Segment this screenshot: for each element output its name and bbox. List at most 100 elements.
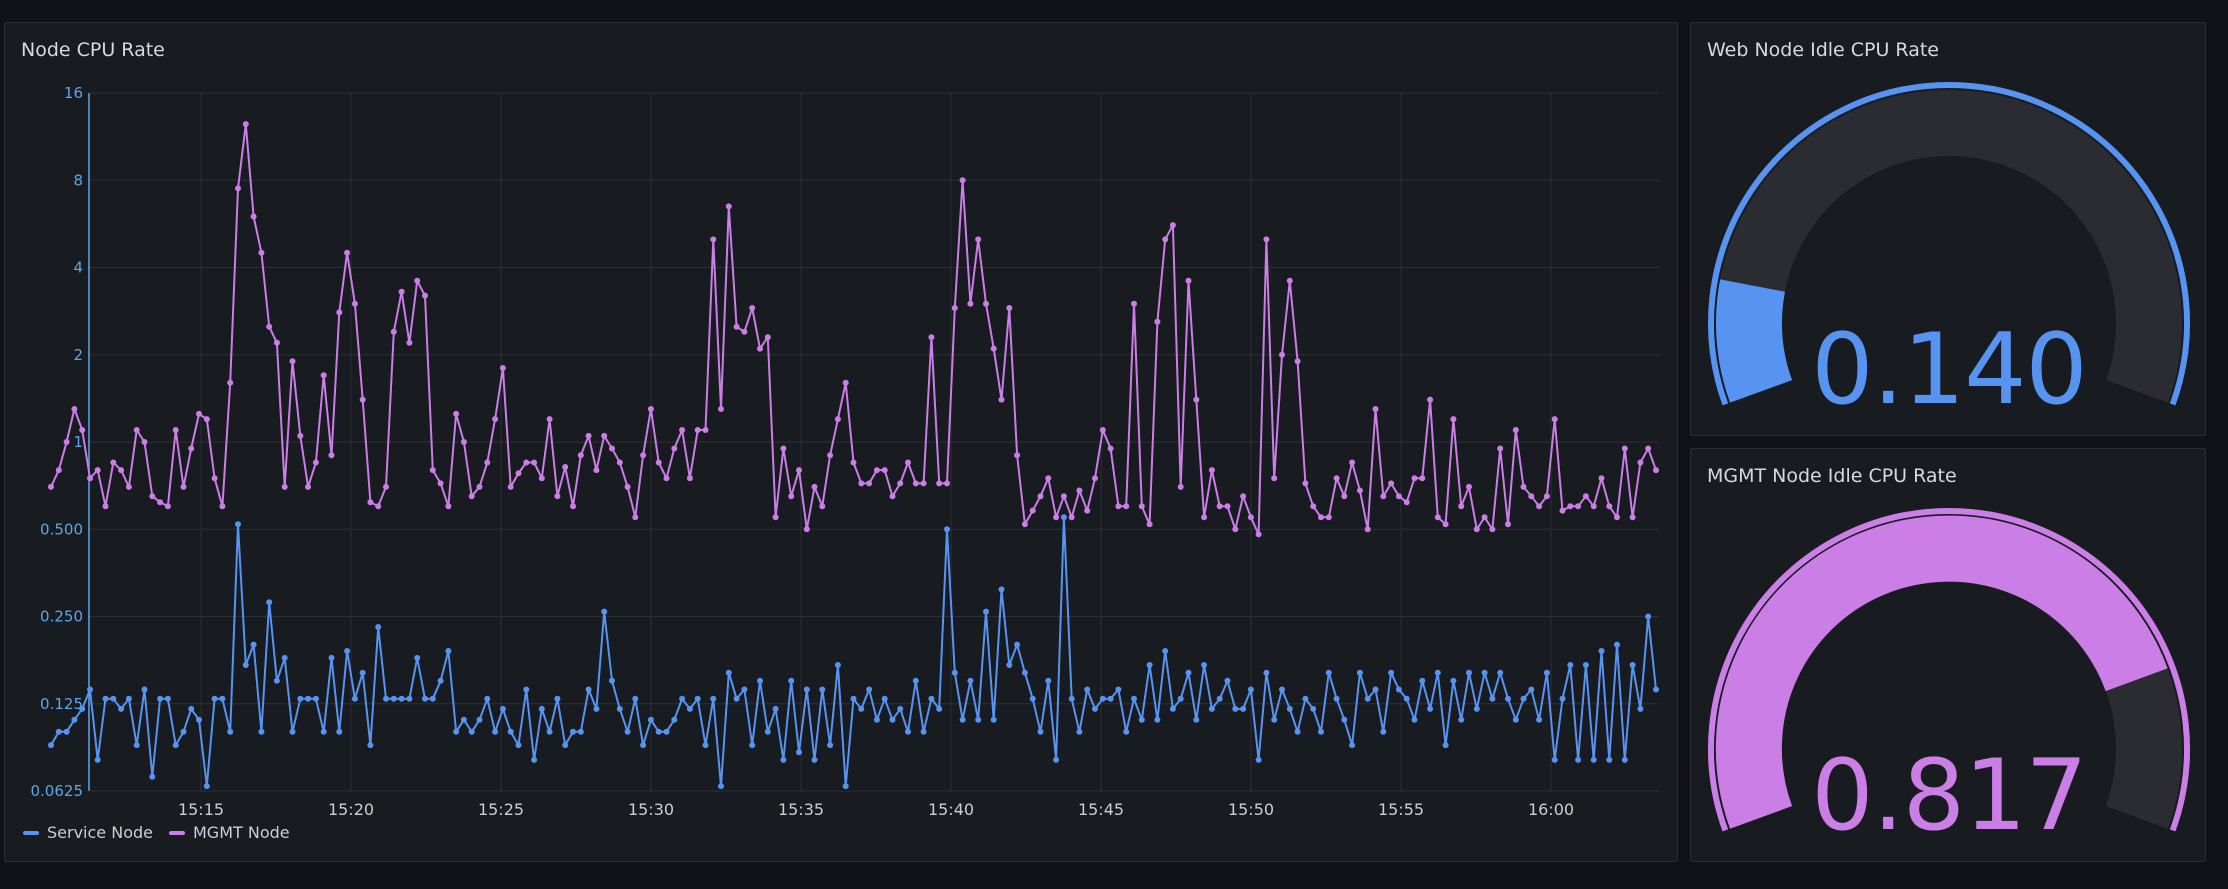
data-point[interactable]	[679, 427, 686, 433]
data-point[interactable]	[390, 328, 397, 335]
data-point[interactable]	[663, 728, 670, 735]
data-point[interactable]	[1520, 483, 1527, 490]
data-point[interactable]	[1575, 503, 1582, 510]
data-point[interactable]	[523, 459, 530, 466]
data-point[interactable]	[1333, 695, 1340, 702]
data-point[interactable]	[1325, 514, 1332, 521]
data-point[interactable]	[1286, 705, 1293, 712]
data-point[interactable]	[562, 464, 569, 470]
data-point[interactable]	[1177, 483, 1184, 490]
data-point[interactable]	[235, 185, 241, 192]
data-point[interactable]	[1582, 493, 1589, 500]
data-point[interactable]	[920, 728, 927, 735]
data-point[interactable]	[320, 728, 327, 735]
data-point[interactable]	[819, 686, 826, 693]
data-point[interactable]	[1489, 695, 1496, 702]
data-point[interactable]	[1076, 728, 1083, 735]
data-point[interactable]	[1497, 669, 1504, 676]
data-point[interactable]	[905, 728, 911, 735]
data-point[interactable]	[476, 483, 483, 490]
data-point[interactable]	[196, 410, 202, 417]
data-point[interactable]	[1302, 480, 1309, 487]
data-point[interactable]	[1053, 756, 1060, 763]
panel-title[interactable]: Node CPU Rate	[21, 39, 165, 61]
data-point[interactable]	[1458, 503, 1465, 510]
data-point[interactable]	[803, 526, 810, 533]
data-point[interactable]	[1512, 427, 1519, 433]
data-point[interactable]	[1084, 686, 1091, 693]
data-point[interactable]	[375, 503, 382, 510]
data-point[interactable]	[1232, 705, 1239, 712]
data-point[interactable]	[1505, 695, 1511, 702]
data-point[interactable]	[1645, 613, 1652, 620]
mgmt-node-idle-cpu-panel[interactable]: MGMT Node Idle CPU Rate 0.817	[1690, 448, 2206, 862]
data-point[interactable]	[959, 177, 966, 184]
panel-title[interactable]: Web Node Idle CPU Rate	[1707, 39, 1939, 61]
data-point[interactable]	[928, 334, 935, 341]
data-point[interactable]	[1177, 695, 1184, 702]
data-point[interactable]	[1185, 669, 1192, 676]
data-point[interactable]	[1442, 742, 1449, 749]
data-point[interactable]	[1341, 716, 1348, 723]
data-point[interactable]	[975, 716, 982, 723]
data-point[interactable]	[593, 467, 600, 474]
data-point[interactable]	[1621, 756, 1628, 763]
data-point[interactable]	[1388, 480, 1395, 487]
data-point[interactable]	[1427, 705, 1434, 712]
data-point[interactable]	[273, 339, 280, 346]
data-point[interactable]	[375, 624, 382, 630]
data-point[interactable]	[741, 686, 748, 693]
data-point[interactable]	[422, 292, 428, 299]
data-point[interactable]	[632, 514, 639, 521]
data-point[interactable]	[172, 427, 179, 433]
data-point[interactable]	[1076, 487, 1083, 494]
data-point[interactable]	[1559, 695, 1566, 702]
data-point[interactable]	[1567, 503, 1574, 510]
data-point[interactable]	[1637, 705, 1644, 712]
data-point[interactable]	[312, 695, 319, 702]
data-point[interactable]	[94, 467, 101, 474]
data-point[interactable]	[1232, 526, 1239, 533]
data-point[interactable]	[297, 695, 304, 702]
data-point[interactable]	[110, 459, 117, 466]
data-point[interactable]	[1434, 669, 1441, 676]
data-point[interactable]	[1629, 514, 1636, 521]
data-point[interactable]	[1380, 493, 1387, 500]
data-point[interactable]	[788, 493, 795, 500]
data-point[interactable]	[647, 406, 654, 412]
data-point[interactable]	[554, 493, 561, 500]
data-point[interactable]	[1512, 716, 1519, 723]
data-point[interactable]	[889, 716, 896, 723]
data-point[interactable]	[1551, 416, 1558, 423]
data-point[interactable]	[796, 749, 802, 756]
data-point[interactable]	[866, 480, 873, 487]
data-point[interactable]	[1162, 648, 1169, 654]
data-point[interactable]	[1551, 756, 1558, 763]
data-point[interactable]	[609, 445, 615, 452]
data-point[interactable]	[422, 695, 428, 702]
data-point[interactable]	[1395, 686, 1402, 693]
data-point[interactable]	[87, 686, 93, 693]
data-point[interactable]	[250, 641, 257, 648]
data-point[interactable]	[1138, 503, 1145, 510]
data-point[interactable]	[71, 716, 78, 723]
data-point[interactable]	[110, 695, 117, 702]
data-point[interactable]	[1294, 358, 1301, 365]
data-point[interactable]	[951, 305, 958, 311]
data-point[interactable]	[834, 416, 841, 423]
data-point[interactable]	[429, 467, 436, 474]
data-point[interactable]	[1372, 406, 1379, 412]
data-point[interactable]	[1014, 641, 1021, 648]
data-point[interactable]	[858, 480, 865, 487]
data-point[interactable]	[757, 677, 763, 684]
data-point[interactable]	[414, 277, 421, 284]
data-point[interactable]	[1653, 686, 1659, 693]
data-point[interactable]	[336, 728, 343, 735]
data-point[interactable]	[718, 783, 724, 790]
data-point[interactable]	[554, 695, 561, 702]
data-point[interactable]	[312, 459, 319, 466]
data-point[interactable]	[55, 467, 62, 474]
data-point[interactable]	[1536, 503, 1543, 510]
data-point[interactable]	[1590, 503, 1597, 510]
data-point[interactable]	[242, 662, 249, 668]
